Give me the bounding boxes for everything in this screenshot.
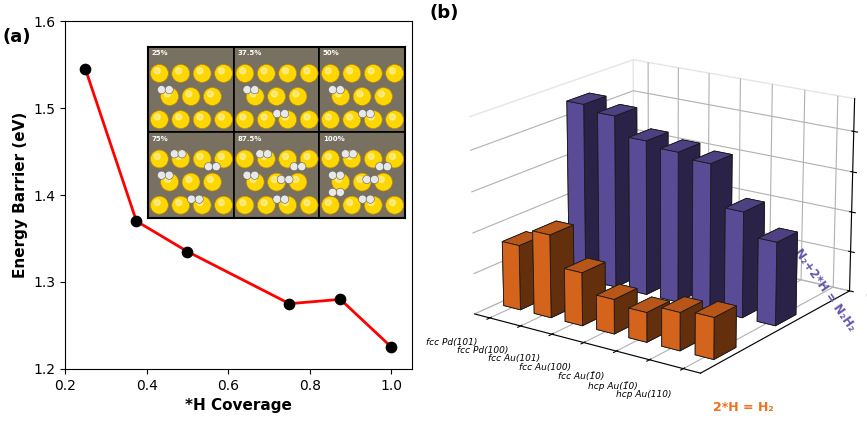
- Point: [79, 66, 93, 73]
- X-axis label: *H Coverage: *H Coverage: [185, 398, 292, 413]
- Text: N₂+2*H = N₂H₂: N₂+2*H = N₂H₂: [792, 246, 858, 334]
- Point: [384, 344, 398, 351]
- Y-axis label: Energy Barrier (eV): Energy Barrier (eV): [13, 112, 28, 278]
- Point: [129, 218, 143, 224]
- Point: [180, 248, 194, 255]
- Text: 2*H = H₂: 2*H = H₂: [714, 401, 774, 414]
- Text: (a): (a): [3, 28, 31, 46]
- Point: [283, 300, 297, 307]
- Point: [334, 296, 348, 303]
- Text: (b): (b): [430, 4, 460, 22]
